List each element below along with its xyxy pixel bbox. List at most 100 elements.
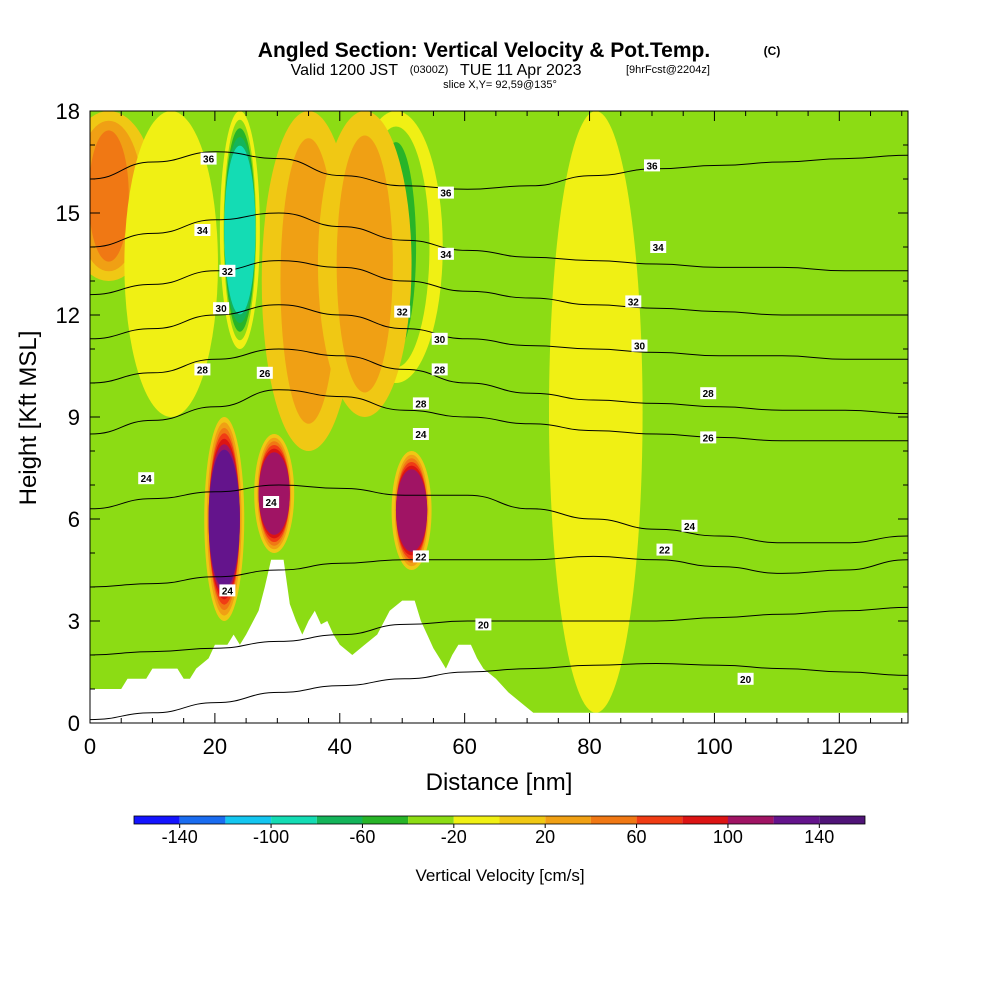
contour-label: 24 xyxy=(415,430,427,441)
contour-label: 36 xyxy=(646,161,658,172)
colorbar-tick-label: -60 xyxy=(349,827,375,847)
theta-contour-28-5 xyxy=(90,348,908,415)
contour-label: 20 xyxy=(478,620,490,631)
colorbar-tick-label: 140 xyxy=(804,827,834,847)
colorbar-tick-label: 20 xyxy=(535,827,555,847)
contour-label-bg xyxy=(194,224,211,236)
velocity-band-3-level-4 xyxy=(224,145,256,315)
colorbar-swatch xyxy=(819,816,865,824)
contour-label-bg xyxy=(213,302,230,315)
contour-label: 36 xyxy=(440,189,452,200)
contour-label: 30 xyxy=(634,342,646,353)
contour-label: 26 xyxy=(259,369,271,380)
colorbar-swatch xyxy=(225,816,272,824)
valid-date: TUE 11 Apr 2023 xyxy=(460,62,582,79)
y-tick-label: 15 xyxy=(56,201,80,226)
x-tick-label: 40 xyxy=(328,734,352,759)
contour-label-bg xyxy=(431,363,448,376)
colorbar-tick-label: 100 xyxy=(713,827,743,847)
contour-label-bg xyxy=(650,241,667,253)
theta-contours xyxy=(90,151,908,721)
contour-label: 32 xyxy=(222,267,234,278)
contour-label-bg xyxy=(200,152,217,165)
contour-label-bg xyxy=(700,431,717,444)
theta-contour-36-9 xyxy=(90,151,908,190)
x-tick-label: 0 xyxy=(84,734,96,759)
contour-label-bg xyxy=(437,186,454,199)
colorbar-swatch xyxy=(179,816,226,824)
theta-contour-30-6 xyxy=(90,304,908,360)
contour-label: 28 xyxy=(415,399,427,410)
y-tick-label: 9 xyxy=(68,405,80,430)
contour-label-bg xyxy=(625,295,642,308)
terrain-fill xyxy=(90,559,908,723)
y-tick-label: 6 xyxy=(68,507,80,532)
theta-contour-20-0 xyxy=(90,662,908,721)
colorbar-swatch xyxy=(271,816,317,824)
colorbar-swatch xyxy=(408,816,454,824)
contour-label-bg xyxy=(700,387,717,400)
y-tick-label: 0 xyxy=(68,711,80,736)
x-tick-label: 80 xyxy=(577,734,601,759)
contour-label: 34 xyxy=(653,243,665,254)
chart-title-suffix: (C) xyxy=(764,44,781,58)
x-tick-label: 100 xyxy=(696,734,733,759)
colorbar-swatch xyxy=(499,816,546,824)
plot-area: 20 20 22 22 24 24 24 24 24 26 26 28 28 28 28 30 30 30 32 32… xyxy=(90,111,908,723)
contour-label: 24 xyxy=(684,522,696,533)
colorbar-swatch xyxy=(545,816,591,824)
theta-contour-20-1 xyxy=(90,606,908,656)
contour-label-bg xyxy=(412,397,429,410)
x-axis-label: Distance [nm] xyxy=(426,769,573,796)
contour-label: 24 xyxy=(222,586,234,597)
contour-label: 22 xyxy=(415,552,427,563)
velocity-band-2-level-5 xyxy=(395,469,428,552)
theta-contour-34-8 xyxy=(90,212,908,272)
colorbar-swatch xyxy=(362,816,409,824)
velocity-band-7-level-1 xyxy=(336,135,393,393)
valid-time-prefix: Valid 1200 JST xyxy=(291,62,399,79)
colorbar-swatch xyxy=(134,816,180,824)
contour-label: 24 xyxy=(141,474,153,485)
y-axis-label: Height [Kft MSL] xyxy=(15,331,42,506)
colorbar-swatch xyxy=(590,816,637,824)
colorbar-label: Vertical Velocity [cm/s] xyxy=(415,866,584,885)
contour-label-bg xyxy=(644,159,660,172)
contour-label: 22 xyxy=(659,546,671,557)
velocity-band-0-level-6 xyxy=(208,449,240,589)
valid-time-utc: (0300Z) xyxy=(410,64,449,76)
x-tick-label: 60 xyxy=(452,734,476,759)
contour-label-bg xyxy=(219,584,236,597)
theta-contour-22-2 xyxy=(90,555,908,588)
terrain xyxy=(90,559,908,723)
contour-label-bg xyxy=(431,332,448,345)
colorbar: -140 -100 -60 -20 20 60 100 140 xyxy=(133,815,866,847)
x-tick-label: 20 xyxy=(203,734,227,759)
colorbar-tick-label: -100 xyxy=(253,827,289,847)
contour-label: 26 xyxy=(703,433,715,444)
contour-label-bg xyxy=(631,339,648,352)
contour-label: 28 xyxy=(197,365,209,376)
contour-label: 20 xyxy=(740,675,752,686)
colorbar-swatch xyxy=(453,816,500,824)
slice-label: slice X,Y= 92,59@135° xyxy=(443,79,557,91)
colorbar-swatch xyxy=(682,816,728,824)
theta-contour-labels: 20 20 22 22 24 24 24 24 24 26 26 28 28 28 28 30 30 30 32 32… xyxy=(138,152,754,686)
contour-label: 34 xyxy=(440,250,452,261)
y-tick-label: 18 xyxy=(56,99,80,124)
y-tick-label: 12 xyxy=(56,303,80,328)
colorbar-frame xyxy=(133,815,866,825)
colorbar-tick-label: -140 xyxy=(162,827,198,847)
theta-contour-26-4 xyxy=(90,389,908,442)
contour-label-bg xyxy=(681,519,698,532)
contour-label-bg xyxy=(475,618,492,631)
colorbar-swatch xyxy=(773,816,820,824)
velocity-band-5-level-2 xyxy=(90,130,129,262)
colorbar-tick-label: 60 xyxy=(627,827,647,847)
contour-label-bg xyxy=(394,305,411,318)
chart-title: Angled Section: Vertical Velocity & Pot.… xyxy=(258,39,710,62)
contour-label: 36 xyxy=(203,155,215,166)
contour-label: 30 xyxy=(434,335,446,346)
